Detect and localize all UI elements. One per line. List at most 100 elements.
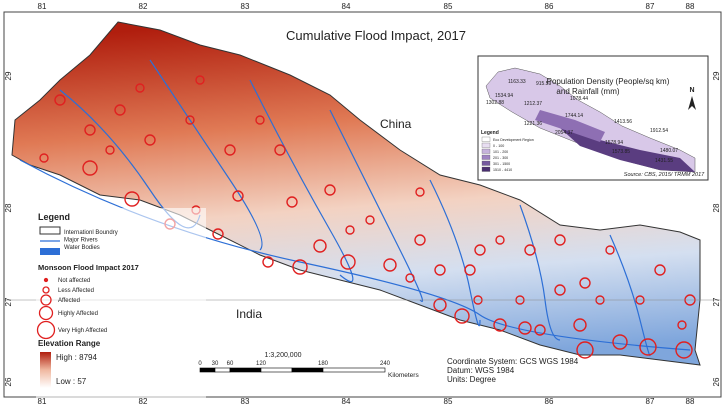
elevation-ramp — [40, 352, 51, 388]
flood-circle — [345, 225, 355, 235]
scale-segment — [199, 367, 216, 373]
flood-circle — [677, 320, 687, 330]
flood-circle — [124, 191, 140, 207]
flood-circle — [340, 254, 356, 270]
legend-item: Water Bodies — [64, 245, 100, 251]
inset-value: 1078.44 — [570, 96, 588, 102]
latitude-label: 26 — [4, 377, 13, 386]
inset-value: 1480.07 — [660, 148, 678, 154]
flood-circle — [54, 94, 66, 106]
legend-water-swatch — [40, 248, 60, 255]
flood-circle — [612, 334, 628, 350]
scale-ratio: 1:3,200,000 — [265, 352, 302, 359]
flood-circle — [605, 245, 615, 255]
inset-nepal — [485, 67, 696, 173]
inset-legend-swatch — [481, 148, 491, 154]
flood-circle — [313, 239, 327, 253]
longitude-label: 81 — [38, 397, 47, 406]
flood-item: Very High Affected — [58, 328, 107, 334]
flood-symbol — [40, 294, 52, 306]
coordinate-line: Datum: WGS 1984 — [447, 366, 515, 375]
scale-segment — [322, 367, 386, 373]
inset-legend-swatch — [481, 154, 491, 160]
inset-legend-item: Eco Development Region — [493, 138, 534, 142]
flood-circle — [232, 190, 244, 202]
inset-value: 2054.37 — [555, 130, 573, 136]
scale-tick: 60 — [227, 361, 234, 367]
coordinate-line: Coordinate System: GCS WGS 1984 — [447, 357, 579, 366]
flood-circle — [675, 341, 693, 359]
legend-title: Legend — [38, 212, 70, 222]
longitude-label: 86 — [545, 2, 554, 11]
inset-source: Source: CBS, 2015/ TRMM 2017 — [624, 172, 705, 178]
longitude-label: 88 — [686, 2, 695, 11]
scale-segment — [229, 367, 262, 373]
inset-value: 1413.56 — [614, 119, 632, 125]
legend-item: Major Rivers — [64, 238, 98, 244]
flood-circle — [573, 318, 587, 332]
inset-legend-title: Legend — [481, 130, 499, 136]
longitude-label: 86 — [545, 397, 554, 406]
flood-circle — [324, 184, 336, 196]
flood-circle — [292, 259, 308, 275]
flood-circle — [144, 134, 156, 146]
longitude-label: 87 — [646, 397, 655, 406]
longitude-label: 82 — [139, 2, 148, 11]
flood-circle — [654, 264, 666, 276]
label-india: India — [236, 307, 262, 321]
longitude-label: 83 — [241, 397, 250, 406]
scale-unit: Kilometers — [388, 372, 419, 379]
longitude-label: 81 — [38, 2, 47, 11]
flood-circle — [82, 160, 98, 176]
flood-circle — [534, 324, 546, 336]
latitude-label: 26 — [712, 377, 721, 386]
inset-legend-item: 0 - 100 — [493, 144, 504, 148]
inset-value: 1212.37 — [524, 101, 542, 107]
flood-circle — [84, 124, 96, 136]
inset-legend-item: 301 - 1500 — [493, 162, 510, 166]
label-china: China — [380, 117, 412, 131]
inset-legend-swatch — [481, 136, 491, 142]
latitude-label: 29 — [4, 71, 13, 80]
flood-circle — [493, 318, 507, 332]
inset-title: and Rainfall (mm) — [556, 87, 619, 96]
flood-symbol — [36, 320, 56, 340]
inset-legend-swatch — [481, 142, 491, 148]
inset-legend: Eco Development Region 0 - 100 101 - 200 20… — [481, 136, 534, 172]
flood-symbol — [42, 286, 50, 294]
flood-circle — [554, 234, 566, 246]
inset-legend-item: 201 - 300 — [493, 156, 508, 160]
longitude-label: 88 — [686, 397, 695, 406]
flood-circle — [433, 298, 447, 312]
flood-circle — [274, 144, 286, 156]
flood-circle — [365, 215, 375, 225]
nepal — [11, 21, 701, 366]
flood-circle — [224, 144, 236, 156]
elevation-low: Low : 57 — [56, 377, 87, 386]
flood-circle — [105, 145, 115, 155]
flood-circle — [518, 321, 532, 335]
inset-value: 1431.55 — [655, 158, 673, 164]
scale-bar: 0 30 60 120 180 240 — [198, 361, 391, 373]
latitude-label: 27 — [712, 297, 721, 306]
flood-circle — [212, 228, 224, 240]
legend: Legend Monsoon Flood Impact 2017 Elevati… — [36, 208, 206, 398]
flood-circle — [576, 341, 594, 359]
inset-value: 1573.85 — [612, 149, 630, 155]
inset-value: 1912.54 — [650, 128, 668, 134]
flood-circle — [39, 153, 49, 163]
flood-circle — [524, 244, 536, 256]
legend-boundary-swatch — [39, 226, 61, 235]
north-arrow-icon — [688, 96, 696, 110]
inset-region-mid — [535, 110, 605, 142]
inset-legend-swatch — [481, 166, 491, 172]
flood-circle — [434, 264, 446, 276]
elevation-title: Elevation Range — [38, 339, 101, 348]
inset-value: 1221.36 — [524, 121, 542, 127]
scale-segment — [291, 367, 324, 373]
inset-legend-swatch — [481, 160, 491, 166]
inset-value: 1534.94 — [495, 93, 513, 99]
scale-tick: 0 — [198, 361, 202, 367]
